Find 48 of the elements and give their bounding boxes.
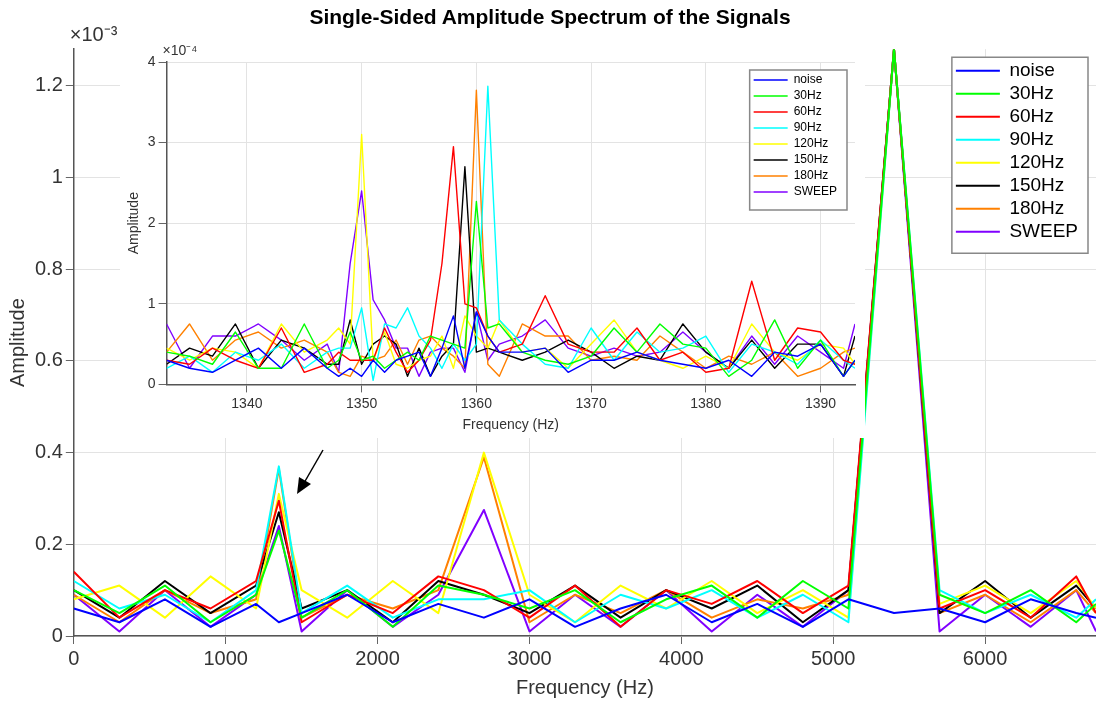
text: ×10⁻³: [69, 22, 118, 45]
y-axis-title: Amplitude: [5, 298, 28, 388]
legend-label: 90Hz: [1009, 127, 1054, 149]
annotation: ×10⁻⁴: [162, 41, 198, 58]
legend-label: 120Hz: [793, 136, 829, 151]
legend-label: 30Hz: [1009, 81, 1054, 103]
x-tick-label: 5000: [810, 646, 856, 669]
legend-label: 60Hz: [793, 104, 822, 119]
y-tick-label: 4: [147, 52, 156, 69]
x-tick-label: 1340: [231, 394, 263, 411]
y-tick-label: 1: [147, 294, 156, 311]
x-axis-title: Frequency (Hz): [516, 675, 654, 698]
y-tick-label: 0.6: [34, 348, 63, 371]
y-tick-label: 1: [51, 165, 63, 188]
y-tick-label: 0.8: [34, 256, 63, 279]
x-tick-label: 1390: [805, 394, 837, 411]
x-tick-label: 1380: [690, 394, 722, 411]
y-tick-label: 0: [147, 375, 156, 392]
x-tick-label: 1350: [346, 394, 378, 411]
legend-label: 90Hz: [793, 120, 822, 135]
x-axis-title: Frequency (Hz): [462, 416, 560, 433]
legend-label: noise: [793, 72, 823, 87]
legend-label: SWEEP: [793, 184, 837, 199]
legend-label: 150Hz: [793, 152, 829, 167]
chart-title: Single-Sided Amplitude Spectrum of the Signals: [309, 5, 791, 29]
legend-label: 60Hz: [1009, 104, 1054, 126]
x-tick-label: 4000: [659, 646, 704, 669]
legend-label: SWEEP: [1009, 219, 1078, 241]
y-tick-label: 2: [147, 214, 156, 231]
legend-label: noise: [1009, 58, 1055, 80]
x-tick-label: 1370: [575, 394, 607, 411]
x-tick-label: 1360: [460, 394, 493, 411]
x-tick-label: 6000: [962, 646, 1008, 669]
y-tick-label: 0: [51, 623, 63, 646]
legend-label: 120Hz: [1009, 150, 1065, 172]
legend-label: 180Hz: [1009, 196, 1065, 218]
legend-label: 30Hz: [793, 88, 822, 103]
y-axis-title: Amplitude: [125, 191, 142, 255]
y-tick-label: 0.4: [34, 440, 63, 463]
x-tick-label: 2000: [355, 646, 400, 669]
x-tick-label: 3000: [507, 646, 552, 669]
legend-label: 180Hz: [793, 168, 829, 183]
y-tick-label: 0.2: [34, 531, 63, 554]
x-tick-label: 0: [68, 646, 80, 669]
legend-label: 150Hz: [1009, 173, 1065, 195]
x-tick-label: 1000: [203, 646, 248, 669]
y-tick-label: 1.2: [34, 73, 63, 96]
y-tick-label: 3: [147, 133, 156, 150]
